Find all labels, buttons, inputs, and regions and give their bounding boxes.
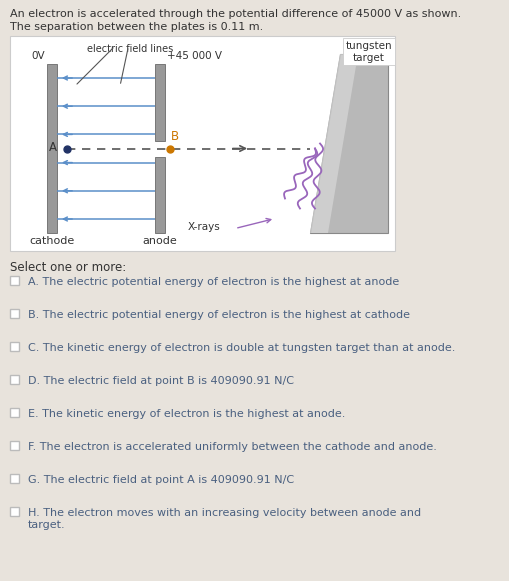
Text: +45 000 V: +45 000 V bbox=[167, 51, 222, 61]
Text: X-rays: X-rays bbox=[187, 221, 220, 231]
Text: C. The kinetic energy of electron is double at tungsten target than at anode.: C. The kinetic energy of electron is dou… bbox=[28, 343, 456, 353]
Text: An electron is accelerated through the potential difference of 45000 V as shown.: An electron is accelerated through the p… bbox=[10, 9, 461, 19]
Text: electric field lines: electric field lines bbox=[87, 44, 173, 54]
Bar bbox=[10, 375, 19, 384]
Bar bbox=[10, 441, 19, 450]
Text: E. The kinetic energy of electron is the highest at anode.: E. The kinetic energy of electron is the… bbox=[28, 409, 346, 419]
Bar bbox=[10, 342, 19, 351]
Polygon shape bbox=[310, 54, 388, 233]
Text: Select one or more:: Select one or more: bbox=[10, 261, 126, 274]
Text: anode: anode bbox=[143, 236, 177, 246]
Text: A. The electric potential energy of electron is the highest at anode: A. The electric potential energy of elec… bbox=[28, 277, 399, 287]
Bar bbox=[10, 474, 19, 483]
Bar bbox=[47, 64, 57, 233]
Bar bbox=[10, 408, 19, 417]
Bar bbox=[10, 507, 19, 516]
Text: H. The electron moves with an increasing velocity between anode and
target.: H. The electron moves with an increasing… bbox=[28, 508, 421, 530]
Bar bbox=[155, 64, 165, 141]
Bar bbox=[10, 276, 19, 285]
Polygon shape bbox=[310, 54, 358, 233]
Text: G. The electric field at point A is 409090.91 N/C: G. The electric field at point A is 4090… bbox=[28, 475, 294, 485]
Text: B: B bbox=[171, 130, 179, 142]
Text: tungsten
target: tungsten target bbox=[346, 41, 392, 63]
Text: cathode: cathode bbox=[30, 236, 75, 246]
Text: D. The electric field at point B is 409090.91 N/C: D. The electric field at point B is 4090… bbox=[28, 376, 294, 386]
Text: A: A bbox=[49, 141, 57, 154]
Text: F. The electron is accelerated uniformly between the cathode and anode.: F. The electron is accelerated uniformly… bbox=[28, 442, 437, 452]
Bar bbox=[10, 36, 395, 251]
Text: B. The electric potential energy of electron is the highest at cathode: B. The electric potential energy of elec… bbox=[28, 310, 410, 320]
Text: The separation between the plates is 0.11 m.: The separation between the plates is 0.1… bbox=[10, 22, 263, 32]
Bar bbox=[10, 309, 19, 318]
Text: 0V: 0V bbox=[32, 51, 45, 61]
Bar bbox=[155, 156, 165, 233]
